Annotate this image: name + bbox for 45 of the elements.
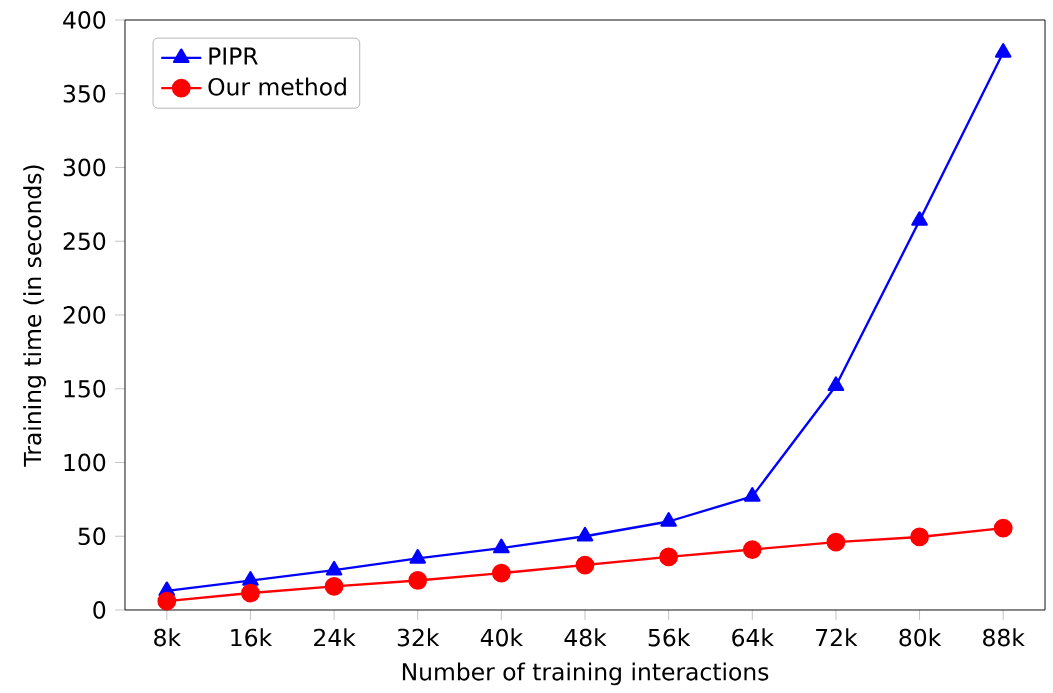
point xyxy=(911,211,928,226)
x-tick-label: 72k xyxy=(816,628,858,647)
x-tick-label: 8k xyxy=(154,628,182,647)
legend-label: Our method xyxy=(208,77,346,96)
legend-label: PIPR xyxy=(209,47,258,65)
y-tick-label: 250 xyxy=(63,232,106,251)
x-tick-label: 40k xyxy=(480,628,524,647)
point xyxy=(742,540,762,559)
x-tick-label: 32k xyxy=(397,628,440,647)
point xyxy=(744,487,761,502)
x-tick-label: 88k xyxy=(983,628,1025,647)
point xyxy=(575,555,595,575)
point xyxy=(409,549,426,564)
y-tick-label: 400 xyxy=(63,11,106,29)
point xyxy=(659,547,679,567)
y-axis-title: Training time (in seconds) xyxy=(23,165,46,467)
point xyxy=(493,538,510,554)
point xyxy=(827,376,845,392)
y-tick-label: 0 xyxy=(93,601,106,619)
y-tick-label: 150 xyxy=(64,379,106,398)
point xyxy=(242,571,259,586)
y-tick-label: 50 xyxy=(78,527,106,546)
point xyxy=(993,518,1013,538)
x-tick-label: 56k xyxy=(648,628,691,647)
point xyxy=(324,577,344,596)
x-tick-label: 24k xyxy=(314,628,356,647)
x-tick-label: 80k xyxy=(899,628,942,647)
point xyxy=(660,512,677,527)
y-tick-label: 100 xyxy=(64,453,106,472)
point xyxy=(408,571,428,590)
point xyxy=(576,526,594,542)
point xyxy=(994,43,1012,58)
point xyxy=(492,563,511,583)
x-tick-label: 16k xyxy=(231,628,273,647)
point xyxy=(157,591,177,611)
y-tick-label: 350 xyxy=(63,84,106,103)
point xyxy=(325,560,343,576)
y-tick-label: 200 xyxy=(63,306,106,324)
point xyxy=(826,532,846,552)
x-tick-label: 64k xyxy=(732,628,774,647)
point xyxy=(910,527,929,547)
point xyxy=(241,583,260,603)
y-tick-label: 300 xyxy=(63,158,106,177)
x-tick-label: 48k xyxy=(564,628,607,647)
x-axis-title: Number of training interactions xyxy=(402,662,769,686)
